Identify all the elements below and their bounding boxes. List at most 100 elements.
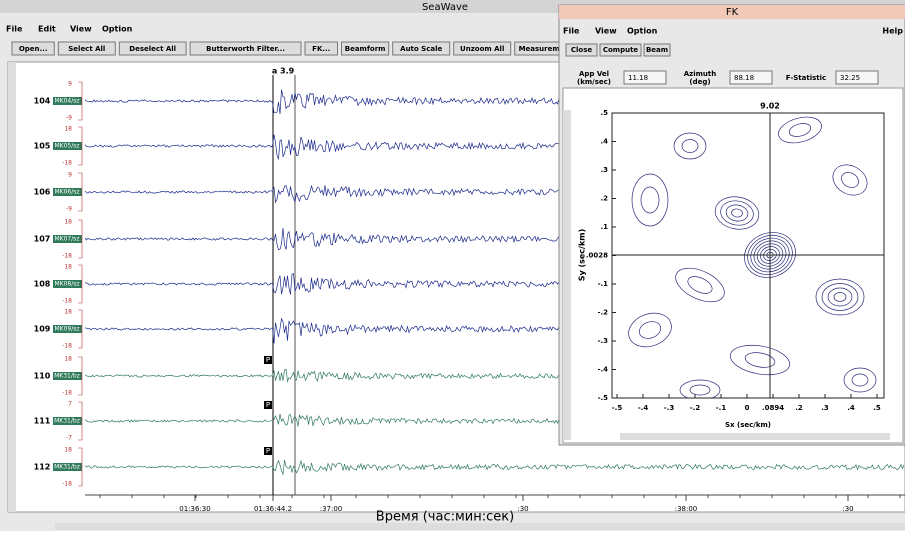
fk-x-tick-label: .3 (821, 404, 829, 412)
scale-bracket (78, 447, 83, 487)
window-title: SeaWave (422, 2, 468, 13)
scale-bracket (78, 81, 83, 121)
fk-field-label: (km/sec) (577, 78, 611, 86)
fk-button[interactable] (643, 43, 671, 57)
phase-marker: P (266, 447, 270, 455)
toolbar-button[interactable] (341, 41, 390, 56)
contour (687, 276, 713, 294)
fk-field-label: Azimuth (684, 70, 717, 78)
contour (750, 237, 790, 273)
h-scrollbar[interactable] (55, 523, 905, 530)
trace-id: 109 (34, 325, 51, 334)
contour (788, 123, 812, 137)
channel-label: MK05/sz (54, 143, 79, 150)
fk-menu-item[interactable]: File (563, 27, 580, 36)
scale-bracket (78, 356, 83, 396)
scale-top: 9 (68, 81, 72, 88)
toolbar-button-label: Select All (68, 45, 105, 53)
trace-id: 110 (34, 372, 51, 381)
toolbar-button[interactable] (189, 41, 302, 56)
toolbar-button[interactable] (304, 41, 338, 56)
contour (766, 251, 774, 259)
contour (675, 267, 725, 303)
fk-field-box[interactable] (623, 70, 667, 85)
contour (720, 200, 754, 226)
contour (679, 379, 721, 398)
fk-y-tick-label: .4 (600, 138, 608, 146)
fk-field-box[interactable] (835, 70, 879, 85)
fk-y-tick-label: -.1 (598, 280, 609, 288)
phase-marker-box (264, 401, 272, 409)
scale-bottom: -9 (66, 115, 72, 122)
toolbar-button[interactable] (392, 41, 451, 56)
fk-menu-item[interactable]: Option (627, 27, 658, 36)
fk-field-box[interactable] (729, 70, 773, 85)
trace-id: 105 (34, 142, 51, 151)
pick-label: a 3.9 (272, 67, 295, 76)
contour (815, 278, 865, 316)
channel-tag (53, 280, 82, 288)
time-label: :37:00 (320, 505, 343, 513)
channel-label: MK06/sz (54, 189, 79, 196)
fk-y-tick-label: -.4 (598, 366, 609, 374)
trace-id: 106 (34, 188, 51, 197)
menu-item[interactable]: Edit (38, 25, 56, 34)
contour (760, 246, 780, 264)
channel-tag (53, 372, 82, 380)
v-scrollbar[interactable] (8, 62, 16, 512)
fk-x-tick-label: .5 (873, 404, 881, 412)
scale-bottom: -18 (62, 390, 72, 397)
scale-bottom: -18 (62, 298, 72, 305)
channel-tag (53, 97, 82, 105)
scale-top: 9 (68, 172, 72, 179)
toolbar-button[interactable] (57, 41, 116, 56)
fk-menu-item[interactable]: View (595, 27, 617, 36)
scale-bottom: -7 (66, 435, 72, 442)
time-label: :30 (517, 505, 528, 513)
fk-x-tick-label: .2 (795, 404, 803, 412)
fk-x-tick-label: -.3 (664, 404, 675, 412)
scale-bracket (78, 126, 83, 166)
fk-y-tick-label: .5 (600, 109, 608, 117)
fk-button[interactable] (599, 43, 642, 57)
channel-label: MK31/bz (54, 418, 80, 425)
fk-y-tick-label: -.2 (598, 309, 609, 317)
toolbar-button-label: Open... (19, 45, 48, 53)
axis-title: Время (час:мин:сек) (376, 510, 514, 525)
fk-x-tick-label: -.1 (716, 404, 727, 412)
fk-h-scrollbar[interactable] (620, 433, 890, 440)
menu-item[interactable]: File (6, 25, 23, 34)
toolbar-button[interactable] (11, 41, 55, 56)
fk-help[interactable]: Help (882, 27, 903, 36)
phase-marker: P (266, 401, 270, 409)
scale-top: 18 (64, 264, 72, 271)
scale-top: 18 (64, 126, 72, 133)
fk-x-tick-label: -.5 (612, 404, 623, 412)
waveform (84, 459, 905, 476)
fk-y-title: Sy (sec/km) (578, 229, 587, 282)
menu-item[interactable]: Option (102, 25, 133, 34)
scale-bottom: -9 (66, 206, 72, 213)
fk-button[interactable] (565, 43, 598, 57)
scale-bracket (78, 401, 83, 441)
fk-y-tick-label: .1 (600, 223, 608, 231)
contour (714, 196, 760, 230)
phase-marker-box (264, 356, 272, 364)
fk-title: FK (726, 7, 739, 18)
toolbar-button[interactable] (453, 41, 512, 56)
scale-bracket (78, 172, 83, 212)
contour (731, 208, 743, 218)
scale-bracket (78, 219, 83, 259)
fk-v-scrollbar[interactable] (563, 110, 571, 440)
fk-y-tick-label: .2 (600, 195, 608, 203)
trace-id: 108 (34, 280, 51, 289)
contour (778, 116, 822, 144)
fk-field-value: 32.25 (840, 74, 860, 82)
toolbar-button[interactable] (118, 41, 187, 56)
contour (843, 367, 877, 393)
menu-item[interactable]: View (70, 25, 92, 34)
contour (851, 373, 869, 387)
fk-peak-label: 9.02 (760, 102, 780, 111)
fk-field-label: (deg) (689, 78, 710, 86)
